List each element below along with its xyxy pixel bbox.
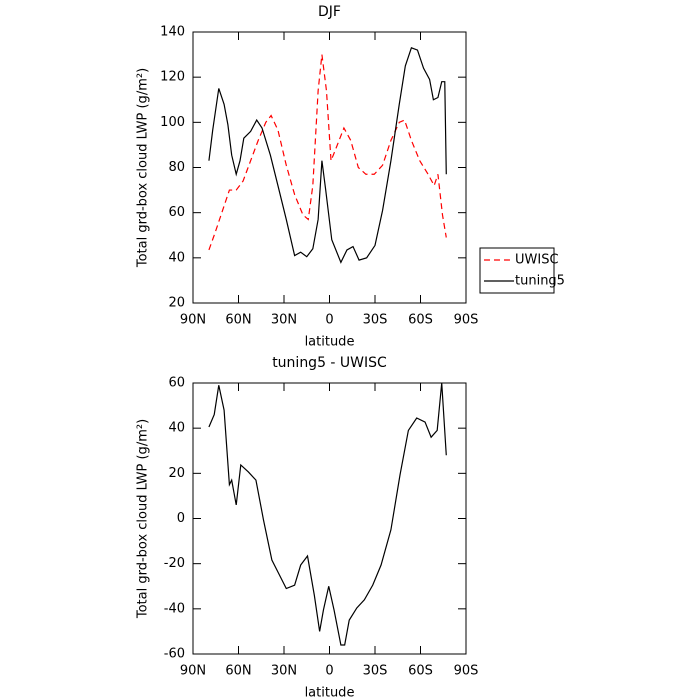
y-tick-label: -40: [164, 601, 185, 616]
legend-label: tuning5: [515, 274, 565, 289]
legend-box: [479, 247, 555, 294]
data-line: [208, 54, 447, 251]
y-tick-label: 0: [177, 511, 185, 526]
y-tick-label: -20: [164, 556, 185, 571]
x-tick-label: 30N: [271, 664, 297, 679]
x-axis-label: latitude: [305, 686, 355, 700]
x-tick-label: 0: [325, 313, 333, 328]
x-tick-label: 90N: [180, 664, 206, 679]
y-tick-label: -60: [164, 647, 185, 662]
x-tick-label: 30N: [271, 313, 297, 328]
data-line: [208, 382, 447, 646]
x-tick-label: 60N: [225, 313, 251, 328]
x-tick-label: 60S: [408, 313, 433, 328]
x-tick-label: 60S: [408, 664, 433, 679]
y-tick-label: 20: [168, 296, 185, 311]
y-axis-label: Total grd-box cloud LWP (g/m²): [136, 419, 151, 619]
x-tick-label: 90S: [454, 664, 479, 679]
plot-frame: [192, 31, 467, 304]
y-tick-label: 100: [160, 115, 185, 130]
y-tick-label: 20: [168, 466, 185, 481]
chart-title: DJF: [318, 4, 341, 20]
y-tick-label: 120: [160, 70, 185, 85]
x-tick-label: 90N: [180, 313, 206, 328]
x-tick-label: 60N: [225, 664, 251, 679]
y-tick-label: 80: [168, 160, 185, 175]
y-tick-label: 40: [168, 421, 185, 436]
plot-frame: [192, 382, 467, 655]
x-tick-label: 30S: [363, 664, 388, 679]
y-axis-label: Total grd-box cloud LWP (g/m²): [136, 68, 151, 268]
y-tick-label: 140: [160, 25, 185, 40]
y-tick-label: 60: [168, 376, 185, 391]
x-tick-label: 90S: [454, 313, 479, 328]
y-tick-label: 40: [168, 250, 185, 265]
legend-label: UWISC: [515, 253, 559, 268]
data-line: [208, 47, 447, 264]
x-tick-label: 30S: [363, 313, 388, 328]
x-axis-label: latitude: [305, 335, 355, 350]
y-tick-label: 60: [168, 205, 185, 220]
chart-title: tuning5 - UWISC: [272, 355, 387, 371]
x-tick-label: 0: [325, 664, 333, 679]
